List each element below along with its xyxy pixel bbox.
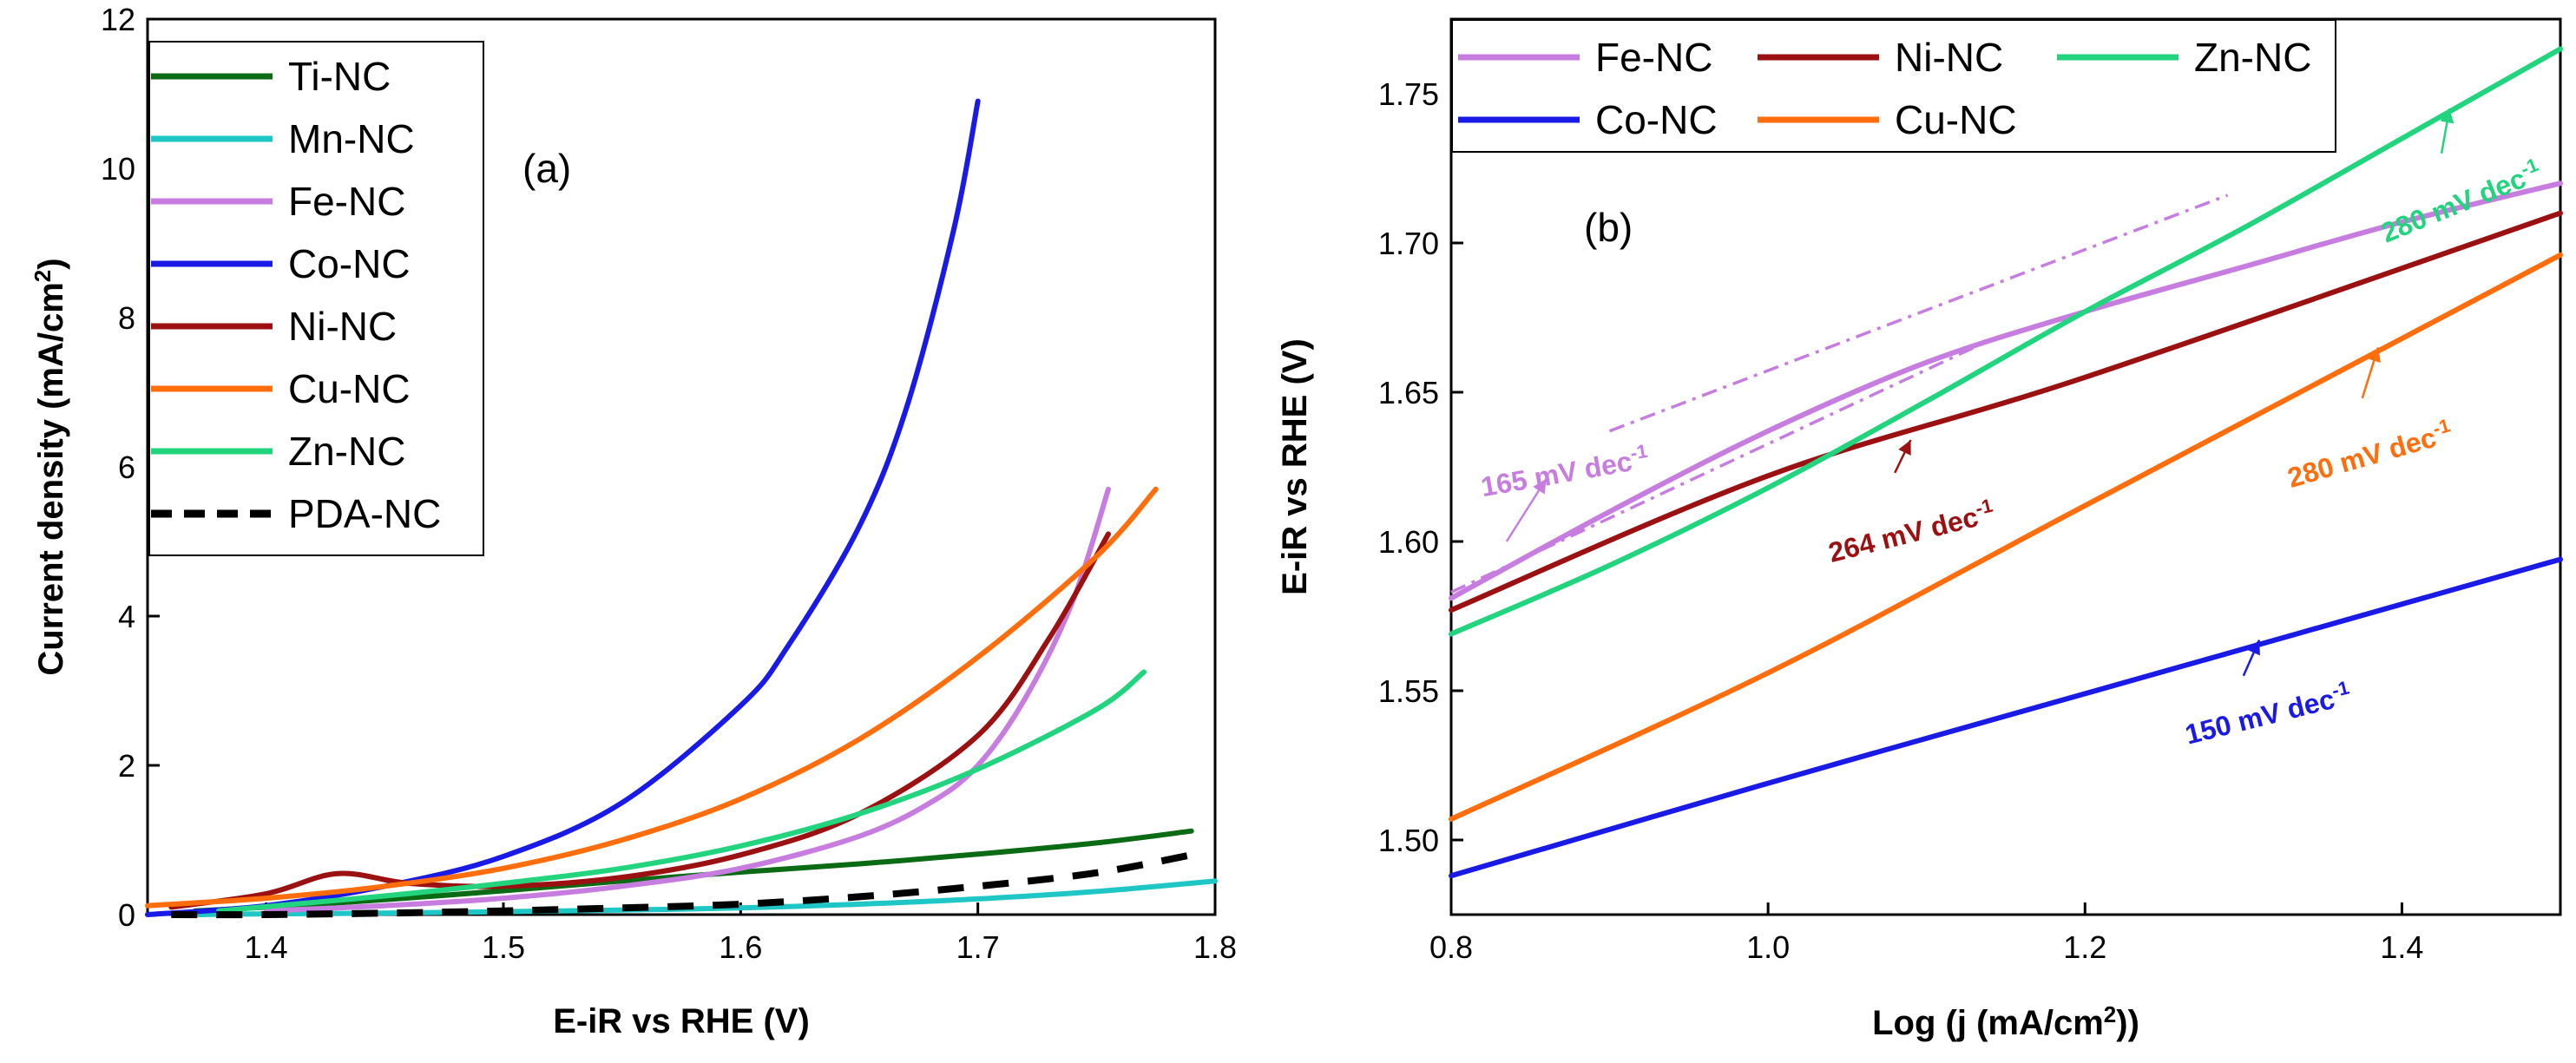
- a-series-pda-nc: [171, 851, 1193, 919]
- a-ytick-label: 10: [101, 151, 135, 187]
- b-legend-label-zn-nc: Zn-NC: [2194, 35, 2311, 80]
- b-legend-label-co-nc: Co-NC: [1595, 97, 1718, 142]
- a-legend-label-fe-nc: Fe-NC: [288, 179, 405, 224]
- a-legend-label-mn-nc: Mn-NC: [288, 116, 415, 161]
- panel-a-legend-box: [148, 41, 484, 556]
- b-annotation-slope: 280 mV dec-1: [2284, 414, 2456, 493]
- b-annotation-slope: 165 mV dec-1: [1478, 440, 1651, 502]
- panel-b-xlabel-end: )): [2116, 1004, 2139, 1042]
- a-ytick-label: 6: [118, 449, 135, 485]
- panel-b-xlabel-text: Log (j (mA/cm: [1872, 1004, 2104, 1042]
- b-annotation-sup: -1: [1628, 440, 1649, 464]
- a-ytick-label: 12: [101, 2, 135, 37]
- b-series-zn-nc: [1449, 46, 2563, 637]
- panel-a-ylabel: Current density (mA/cm2): [30, 258, 70, 675]
- b-annotation-arrowhead: [2247, 640, 2260, 656]
- b-legend-label-cu-nc: Cu-NC: [1895, 97, 2017, 142]
- panel-a-legend: Ti-NC Mn-NC Fe-NC Co-NC Ni-NC Cu-NC Zn-NC PDA-N…: [148, 41, 484, 556]
- b-xtick-label: 1.2: [2063, 929, 2106, 965]
- b-ytick-label: 1.50: [1378, 823, 1439, 858]
- a-legend-label-ti-nc: Ti-NC: [288, 54, 391, 99]
- b-annotation-slope: 264 mV dec-1: [1824, 495, 1997, 568]
- panel-b-xlabel: Log (j (mA/cm2)): [1872, 1001, 2139, 1042]
- a-ytick-label: 0: [118, 897, 135, 933]
- b-ytick-label: 1.60: [1378, 524, 1439, 560]
- b-xtick-label: 0.8: [1429, 929, 1473, 965]
- a-xtick-label: 1.6: [719, 929, 762, 965]
- panel-a: 1.4 1.5 1.6 1.7 1.8 0 2 4 6 8 10 12 Ti-NC Mn-NC Fe-NC…: [30, 2, 1237, 1040]
- b-ytick-label: 1.70: [1378, 226, 1439, 261]
- a-xtick-label: 1.8: [1193, 929, 1237, 965]
- b-series-fe-nc: [1449, 180, 2563, 601]
- a-legend-label-co-nc: Co-NC: [288, 241, 411, 286]
- panel-b: 0.8 1.0 1.2 1.4 1.50 1.55 1.60 1.65 1.70 1.75 165…: [1276, 17, 2563, 1042]
- a-ytick-label: 2: [118, 748, 135, 784]
- a-ytick-label: 4: [118, 599, 135, 634]
- a-legend-label-cu-nc: Cu-NC: [288, 366, 411, 411]
- a-ytick-label: 8: [118, 300, 135, 336]
- panel-a-ylabel-sup: 2: [30, 270, 56, 282]
- b-annotation-arrowhead: [2367, 347, 2381, 364]
- panel-a-xlabel: E-iR vs RHE (V): [553, 1002, 810, 1040]
- b-xtick-label: 1.0: [1746, 929, 1790, 965]
- a-legend-label-pda-nc: PDA-NC: [288, 491, 441, 536]
- b-annotation-arrowhead: [2440, 108, 2454, 124]
- b-tafel-fit-line: [1450, 345, 1975, 594]
- b-annotation-text: 280 mV dec: [2284, 422, 2440, 494]
- panel-b-legend: Fe-NC Ni-NC Zn-NC Co-NC Cu-NC: [1451, 19, 2336, 153]
- b-annotation-text: 280 mV dec: [2376, 162, 2530, 248]
- a-legend-label-ni-nc: Ni-NC: [288, 304, 397, 349]
- b-annotation-arrowhead: [1533, 478, 1547, 495]
- panel-a-ylabel-end: ): [32, 258, 70, 269]
- b-ytick-label: 1.65: [1378, 375, 1439, 410]
- panel-b-legend-box: [1451, 19, 2336, 153]
- panel-a-ylabel-text: Current density (mA/cm: [32, 282, 70, 675]
- b-tafel-fit-line: [1608, 194, 2229, 433]
- b-xtick-label: 1.4: [2380, 929, 2423, 965]
- a-series-cu-nc: [145, 486, 1159, 909]
- b-ytick-label: 1.55: [1378, 673, 1439, 709]
- panel-b-xlabel-sup: 2: [2104, 1001, 2116, 1027]
- b-legend-label-fe-nc: Fe-NC: [1595, 35, 1712, 80]
- a-series-ni-nc: [168, 531, 1111, 910]
- b-annotation-text: 150 mV dec: [2182, 683, 2338, 751]
- a-legend-label-zn-nc: Zn-NC: [288, 429, 405, 474]
- b-annotation-text: 264 mV dec: [1825, 501, 1981, 568]
- panel-b-ylabel: E-iR vs RHE (V): [1276, 338, 1314, 595]
- b-annotation-slope: 280 mV dec-1: [2376, 154, 2546, 248]
- b-annotation-slope: 150 mV dec-1: [2181, 677, 2354, 751]
- b-series-ni-nc: [1449, 210, 2563, 614]
- a-xtick-label: 1.4: [245, 929, 288, 965]
- b-annotation-arrowhead: [1898, 440, 1911, 456]
- panel-b-label: (b): [1584, 205, 1633, 250]
- a-xtick-label: 1.5: [482, 929, 525, 965]
- b-legend-label-ni-nc: Ni-NC: [1895, 35, 2003, 80]
- a-series-zn-nc: [216, 669, 1147, 914]
- b-ytick-label: 1.75: [1378, 76, 1439, 112]
- a-xtick-label: 1.7: [956, 929, 1000, 965]
- b-series-co-nc: [1449, 556, 2563, 879]
- a-series-fe-nc: [263, 486, 1111, 914]
- panel-a-label: (a): [522, 146, 571, 191]
- b-annotation-text: 165 mV dec: [1478, 445, 1634, 502]
